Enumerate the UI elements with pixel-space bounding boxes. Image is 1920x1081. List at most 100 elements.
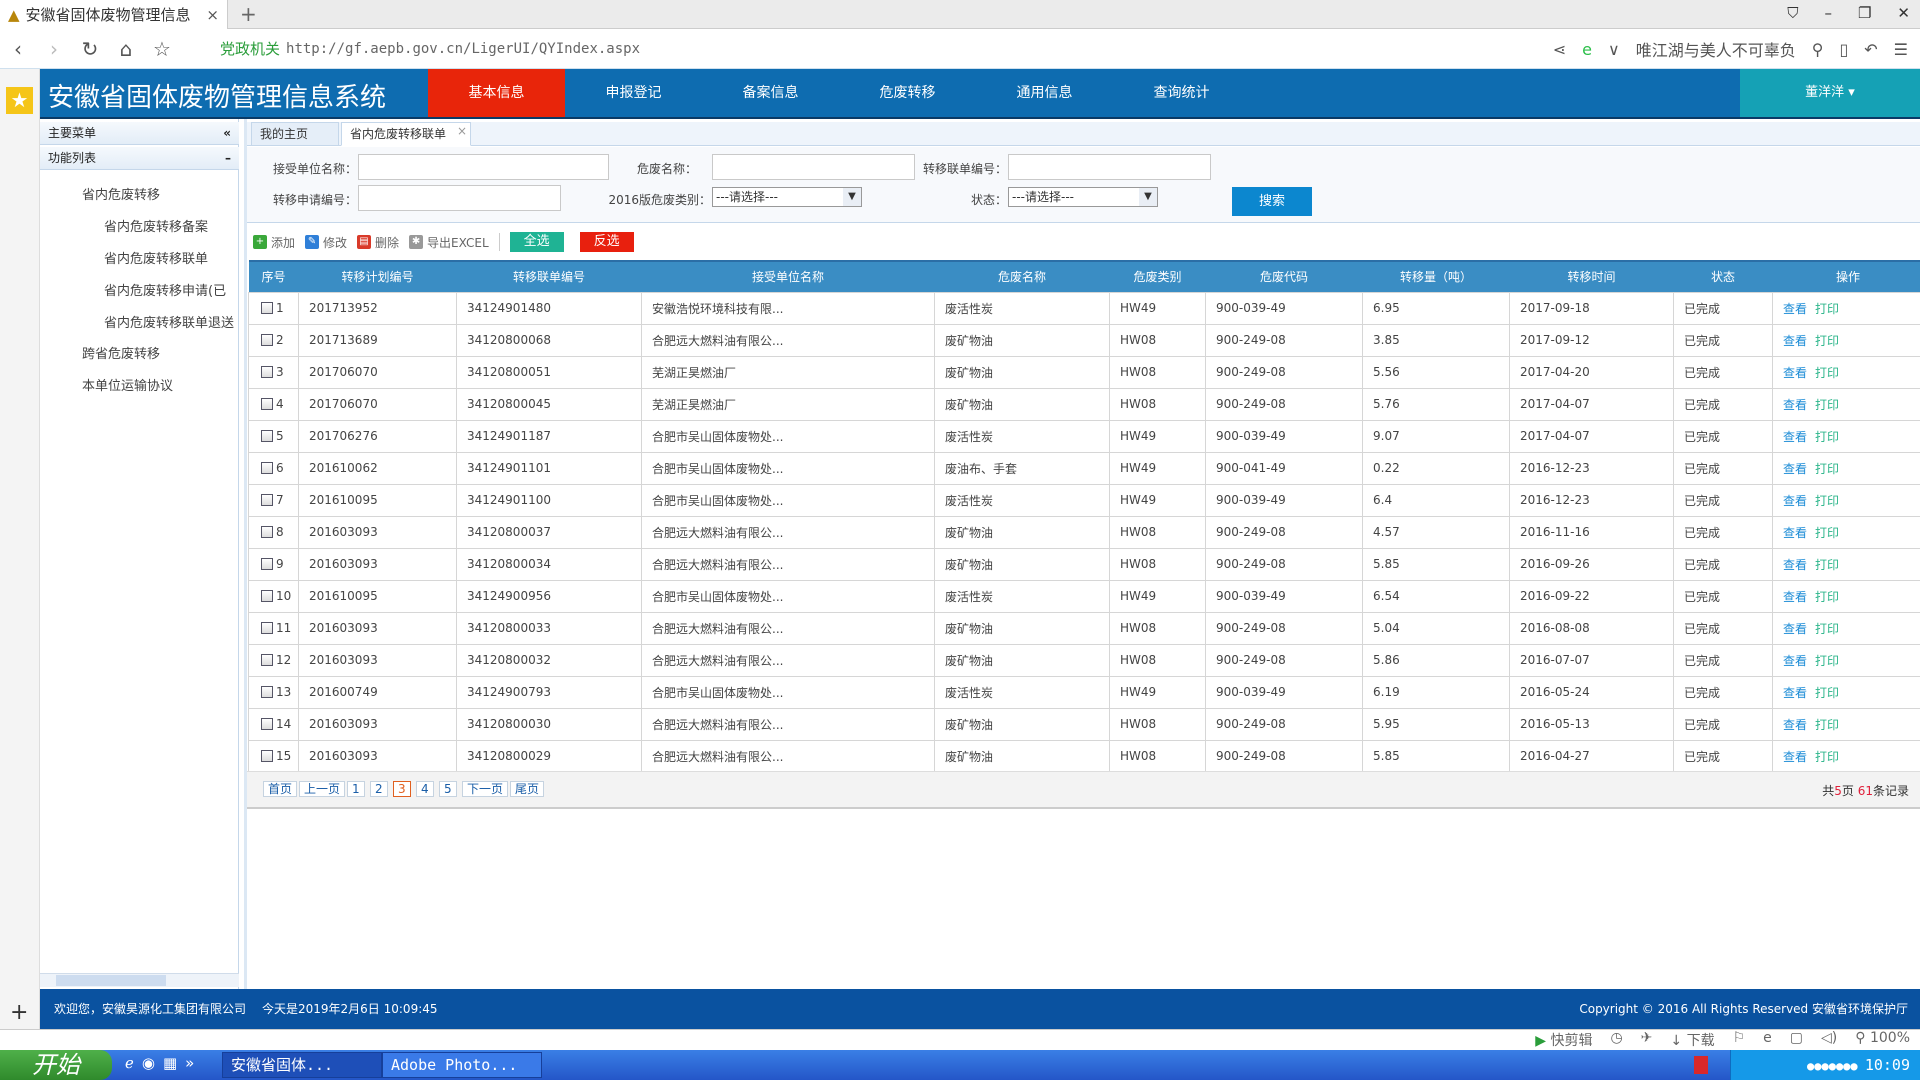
window-icon[interactable]: ▢ [1790, 1030, 1803, 1050]
add-icon[interactable]: + [10, 1000, 28, 1025]
maximize-button[interactable]: ❐ [1858, 4, 1871, 22]
row-checkbox[interactable] [261, 398, 273, 410]
search-hint[interactable]: 唯江湖与美人不可辜负 [1636, 37, 1796, 61]
taskbar-item-photoshop[interactable]: Adobe Photo... [382, 1052, 542, 1078]
view-link[interactable]: 查看 [1783, 430, 1807, 444]
back-icon[interactable]: ‹ [0, 37, 36, 61]
select-all-button[interactable]: 全选 [510, 232, 564, 252]
ie-icon[interactable]: ℯ [125, 1054, 134, 1072]
close-tab-icon[interactable]: × [457, 120, 467, 142]
page-4-button[interactable]: 4 [416, 781, 434, 797]
ie-icon[interactable]: e [1582, 40, 1592, 59]
page-5-button[interactable]: 5 [439, 781, 457, 797]
volume-icon[interactable]: ◁) [1821, 1030, 1837, 1050]
print-link[interactable]: 打印 [1815, 686, 1839, 700]
invert-selection-button[interactable]: 反选 [580, 232, 634, 252]
print-link[interactable]: 打印 [1815, 558, 1839, 572]
print-link[interactable]: 打印 [1815, 462, 1839, 476]
search-icon[interactable]: ⚲ [1812, 40, 1824, 59]
user-menu[interactable]: 董洋洋 ▾ [1740, 69, 1920, 117]
close-tab-icon[interactable]: × [206, 6, 219, 24]
browser-tab[interactable]: ▲安徽省固体废物管理信息× [0, 0, 228, 29]
first-page-button[interactable]: 首页 [263, 781, 297, 797]
view-link[interactable]: 查看 [1783, 494, 1807, 508]
export-excel-button[interactable]: ✱导出EXCEL [409, 234, 489, 251]
apply-number-input[interactable] [358, 185, 561, 211]
print-link[interactable]: 打印 [1815, 750, 1839, 764]
ime-icon[interactable] [1694, 1056, 1708, 1074]
view-link[interactable]: 查看 [1783, 398, 1807, 412]
tab-manifest[interactable]: 省内危废转移联单× [341, 122, 471, 146]
collapse-icon[interactable]: « [223, 122, 231, 145]
sidebar-item-transfer-apply[interactable]: 省内危废转移申请(已 [104, 280, 239, 299]
sidebar-item-transport-agreement[interactable]: 本单位运输协议 [82, 375, 173, 394]
print-link[interactable]: 打印 [1815, 718, 1839, 732]
clip-button[interactable]: ▶ 快剪辑 [1535, 1030, 1592, 1050]
sidebar-item-intra-transfer[interactable]: 省内危废转移 [82, 184, 160, 203]
refresh-icon[interactable]: ↻ [72, 37, 108, 61]
pin-icon[interactable]: ⛉ [1787, 4, 1798, 22]
view-link[interactable]: 查看 [1783, 366, 1807, 380]
last-page-button[interactable]: 尾页 [510, 781, 544, 797]
status-select[interactable]: ---请选择---▼ [1008, 187, 1158, 207]
more-icon[interactable]: » [185, 1054, 194, 1072]
row-checkbox[interactable] [261, 302, 273, 314]
print-link[interactable]: 打印 [1815, 398, 1839, 412]
menu-icon[interactable]: ☰ [1894, 40, 1908, 59]
view-link[interactable]: 查看 [1783, 590, 1807, 604]
nav-basic-info[interactable]: 基本信息 [428, 69, 565, 117]
download-button[interactable]: ↓ 下载 [1670, 1030, 1714, 1050]
print-link[interactable]: 打印 [1815, 334, 1839, 348]
forward-icon[interactable]: › [36, 37, 72, 61]
row-checkbox[interactable] [261, 718, 273, 730]
tray-icons[interactable]: ●●●●●●● [1807, 1059, 1865, 1073]
close-window-button[interactable]: ✕ [1897, 4, 1910, 22]
nav-filing[interactable]: 备案信息 [702, 69, 839, 117]
view-link[interactable]: 查看 [1783, 686, 1807, 700]
delete-button[interactable]: ▤删除 [357, 234, 399, 251]
sidebar-item-cross-province[interactable]: 跨省危废转移 [82, 343, 160, 362]
undo-icon[interactable]: ↶ [1864, 40, 1877, 59]
row-checkbox[interactable] [261, 686, 273, 698]
page-1-button[interactable]: 1 [347, 781, 365, 797]
view-link[interactable]: 查看 [1783, 526, 1807, 540]
view-link[interactable]: 查看 [1783, 558, 1807, 572]
view-link[interactable]: 查看 [1783, 622, 1807, 636]
manifest-input[interactable] [1008, 154, 1211, 180]
new-tab-button[interactable]: + [240, 2, 257, 26]
add-button[interactable]: +添加 [253, 234, 295, 251]
nav-declaration[interactable]: 申报登记 [565, 69, 702, 117]
browser-icon[interactable]: ◉ [142, 1054, 155, 1072]
print-link[interactable]: 打印 [1815, 302, 1839, 316]
flag-icon[interactable]: ⚐ [1733, 1030, 1746, 1050]
row-checkbox[interactable] [261, 430, 273, 442]
row-checkbox[interactable] [261, 366, 273, 378]
nav-hazwaste-transfer[interactable]: 危废转移 [839, 69, 976, 117]
row-checkbox[interactable] [261, 494, 273, 506]
sidebar-section[interactable]: 功能列表– [40, 147, 239, 170]
view-link[interactable]: 查看 [1783, 462, 1807, 476]
sidebar-scrollbar[interactable] [40, 973, 239, 987]
nav-general-info[interactable]: 通用信息 [976, 69, 1113, 117]
print-link[interactable]: 打印 [1815, 590, 1839, 604]
calculator-icon[interactable]: ▦ [163, 1054, 177, 1072]
mobile-icon[interactable]: ▯ [1839, 40, 1848, 59]
minus-icon[interactable]: – [225, 147, 231, 170]
sidebar-item-manifest-return[interactable]: 省内危废转移联单退送 [104, 312, 239, 331]
view-link[interactable]: 查看 [1783, 654, 1807, 668]
ie-icon[interactable]: e [1763, 1030, 1772, 1050]
print-link[interactable]: 打印 [1815, 654, 1839, 668]
view-link[interactable]: 查看 [1783, 750, 1807, 764]
favorite-star-icon[interactable]: ☆ [144, 37, 180, 61]
receiver-input[interactable] [358, 154, 609, 180]
